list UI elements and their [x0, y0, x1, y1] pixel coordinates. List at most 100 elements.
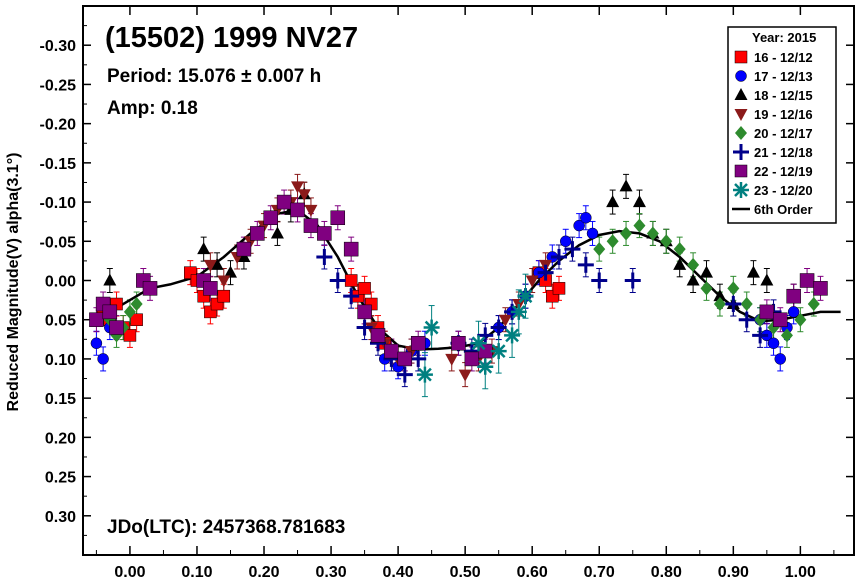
data-point-series-2	[632, 195, 646, 208]
x-tick-label: 0.90	[718, 564, 749, 581]
data-point-series-2	[103, 273, 117, 286]
data-point-series-6	[786, 288, 801, 304]
y-tick-label: -0.05	[40, 234, 77, 251]
data-point-series-2	[223, 265, 237, 278]
data-point-series-5	[477, 327, 494, 344]
data-point-series-6	[250, 226, 265, 241]
data-point-series-2	[270, 226, 284, 239]
data-point-series-6	[343, 241, 359, 257]
data-point-series-6	[773, 312, 788, 327]
data-point-series-3	[203, 259, 217, 272]
y-tick-label: 0.30	[45, 509, 76, 526]
y-tick-label: -0.25	[40, 77, 77, 94]
data-point-series-7	[490, 343, 507, 360]
legend-marker	[735, 70, 747, 82]
legend-entry-label: 18 - 12/15	[754, 88, 813, 103]
data-point-series-6	[236, 241, 252, 257]
legend-marker	[734, 164, 748, 178]
data-point-series-6	[451, 335, 466, 351]
data-point-series-1	[586, 227, 599, 240]
legend-entry-label: 19 - 12/16	[754, 107, 813, 122]
data-point-series-4	[673, 242, 686, 257]
data-point-series-0	[344, 274, 358, 287]
data-point-series-2	[619, 179, 633, 192]
legend-title: Year: 2015	[752, 30, 816, 45]
x-tick-label: 0.80	[651, 564, 682, 581]
x-tick-label: 1.00	[785, 564, 816, 581]
data-point-series-4	[130, 297, 143, 312]
data-point-series-6	[290, 202, 305, 218]
legend-entry-label: 16 - 12/12	[754, 50, 813, 65]
y-tick-label: 0.05	[45, 313, 76, 330]
legend-marker	[734, 88, 748, 100]
data-point-series-4	[687, 257, 700, 272]
data-point-series-5	[564, 241, 581, 258]
data-point-series-5	[316, 248, 333, 265]
data-point-series-6	[813, 281, 828, 296]
data-point-series-3	[291, 181, 305, 194]
data-point-series-1	[573, 219, 585, 232]
y-axis-label: Reduced Magnitude(V) alpha(3.1°)	[5, 153, 22, 412]
data-point-series-1	[580, 212, 592, 224]
legend-marker	[735, 126, 747, 140]
data-point-series-5	[738, 311, 755, 328]
data-point-series-2	[673, 257, 687, 270]
legend-marker	[733, 182, 749, 198]
data-point-series-6	[142, 281, 158, 296]
data-point-series-3	[304, 204, 318, 217]
data-point-series-4	[727, 281, 740, 296]
legend-entry-label: 21 - 12/18	[754, 145, 813, 160]
data-point-series-4	[606, 234, 619, 249]
data-point-series-0	[358, 282, 371, 295]
data-point-series-6	[203, 281, 218, 296]
data-point-series-7	[423, 319, 440, 336]
data-point-series-5	[490, 319, 507, 336]
data-point-series-4	[633, 218, 646, 233]
data-point-series-6	[109, 320, 124, 335]
data-point-series-3	[217, 275, 231, 288]
data-point-series-6	[410, 335, 426, 351]
data-point-series-7	[510, 303, 527, 320]
data-point-series-6	[317, 226, 332, 241]
y-tick-label: 0.10	[45, 352, 76, 369]
data-point-series-4	[123, 304, 136, 319]
data-point-series-6	[276, 194, 292, 210]
y-tick-label: -0.15	[40, 156, 77, 173]
data-point-series-6	[303, 218, 319, 233]
data-point-series-2	[606, 195, 620, 208]
data-point-series-0	[217, 289, 231, 303]
legend-entry-label: 23 - 12/20	[754, 183, 813, 198]
x-tick-label: 0.40	[383, 564, 414, 581]
data-point-series-5	[343, 288, 360, 305]
legend: Year: 2015 16 - 12/12 17 - 12/13 18 - 12/1…	[727, 26, 837, 224]
data-point-series-6	[263, 210, 278, 226]
data-point-series-6	[759, 304, 775, 320]
data-point-series-0	[123, 329, 137, 342]
data-point-series-5	[410, 350, 427, 367]
data-point-series-4	[780, 328, 793, 343]
data-point-series-1	[767, 337, 780, 349]
data-point-series-2	[760, 273, 774, 286]
data-point-series-7	[504, 327, 521, 344]
data-point-series-2	[686, 273, 700, 286]
x-tick-label: 0.70	[584, 564, 615, 581]
data-point-series-4	[660, 234, 673, 249]
data-point-series-7	[517, 288, 534, 305]
data-point-series-7	[416, 366, 433, 383]
data-point-series-6	[89, 312, 104, 327]
data-points	[89, 179, 828, 383]
chart-title: (15502) 1999 NV27	[105, 22, 358, 54]
data-point-series-4	[794, 312, 807, 327]
y-tick-label: 0.20	[45, 430, 76, 447]
y-tick-label: -0.30	[40, 38, 77, 55]
data-point-series-5	[551, 248, 568, 265]
data-point-series-5	[577, 256, 594, 273]
data-point-series-4	[646, 226, 659, 241]
legend-entry-label: 17 - 12/13	[754, 69, 813, 84]
data-point-series-3	[525, 275, 539, 288]
epoch-label: JDo(LTC): 2457368.781683	[107, 517, 345, 538]
data-point-series-5	[624, 272, 641, 289]
legend-marker	[734, 50, 748, 64]
y-axis: -0.30 -0.25 -0.20 -0.15 -0.10 -0.05 0.00 0.05 0.…	[40, 25, 854, 536]
x-tick-label: 0.00	[114, 564, 145, 581]
